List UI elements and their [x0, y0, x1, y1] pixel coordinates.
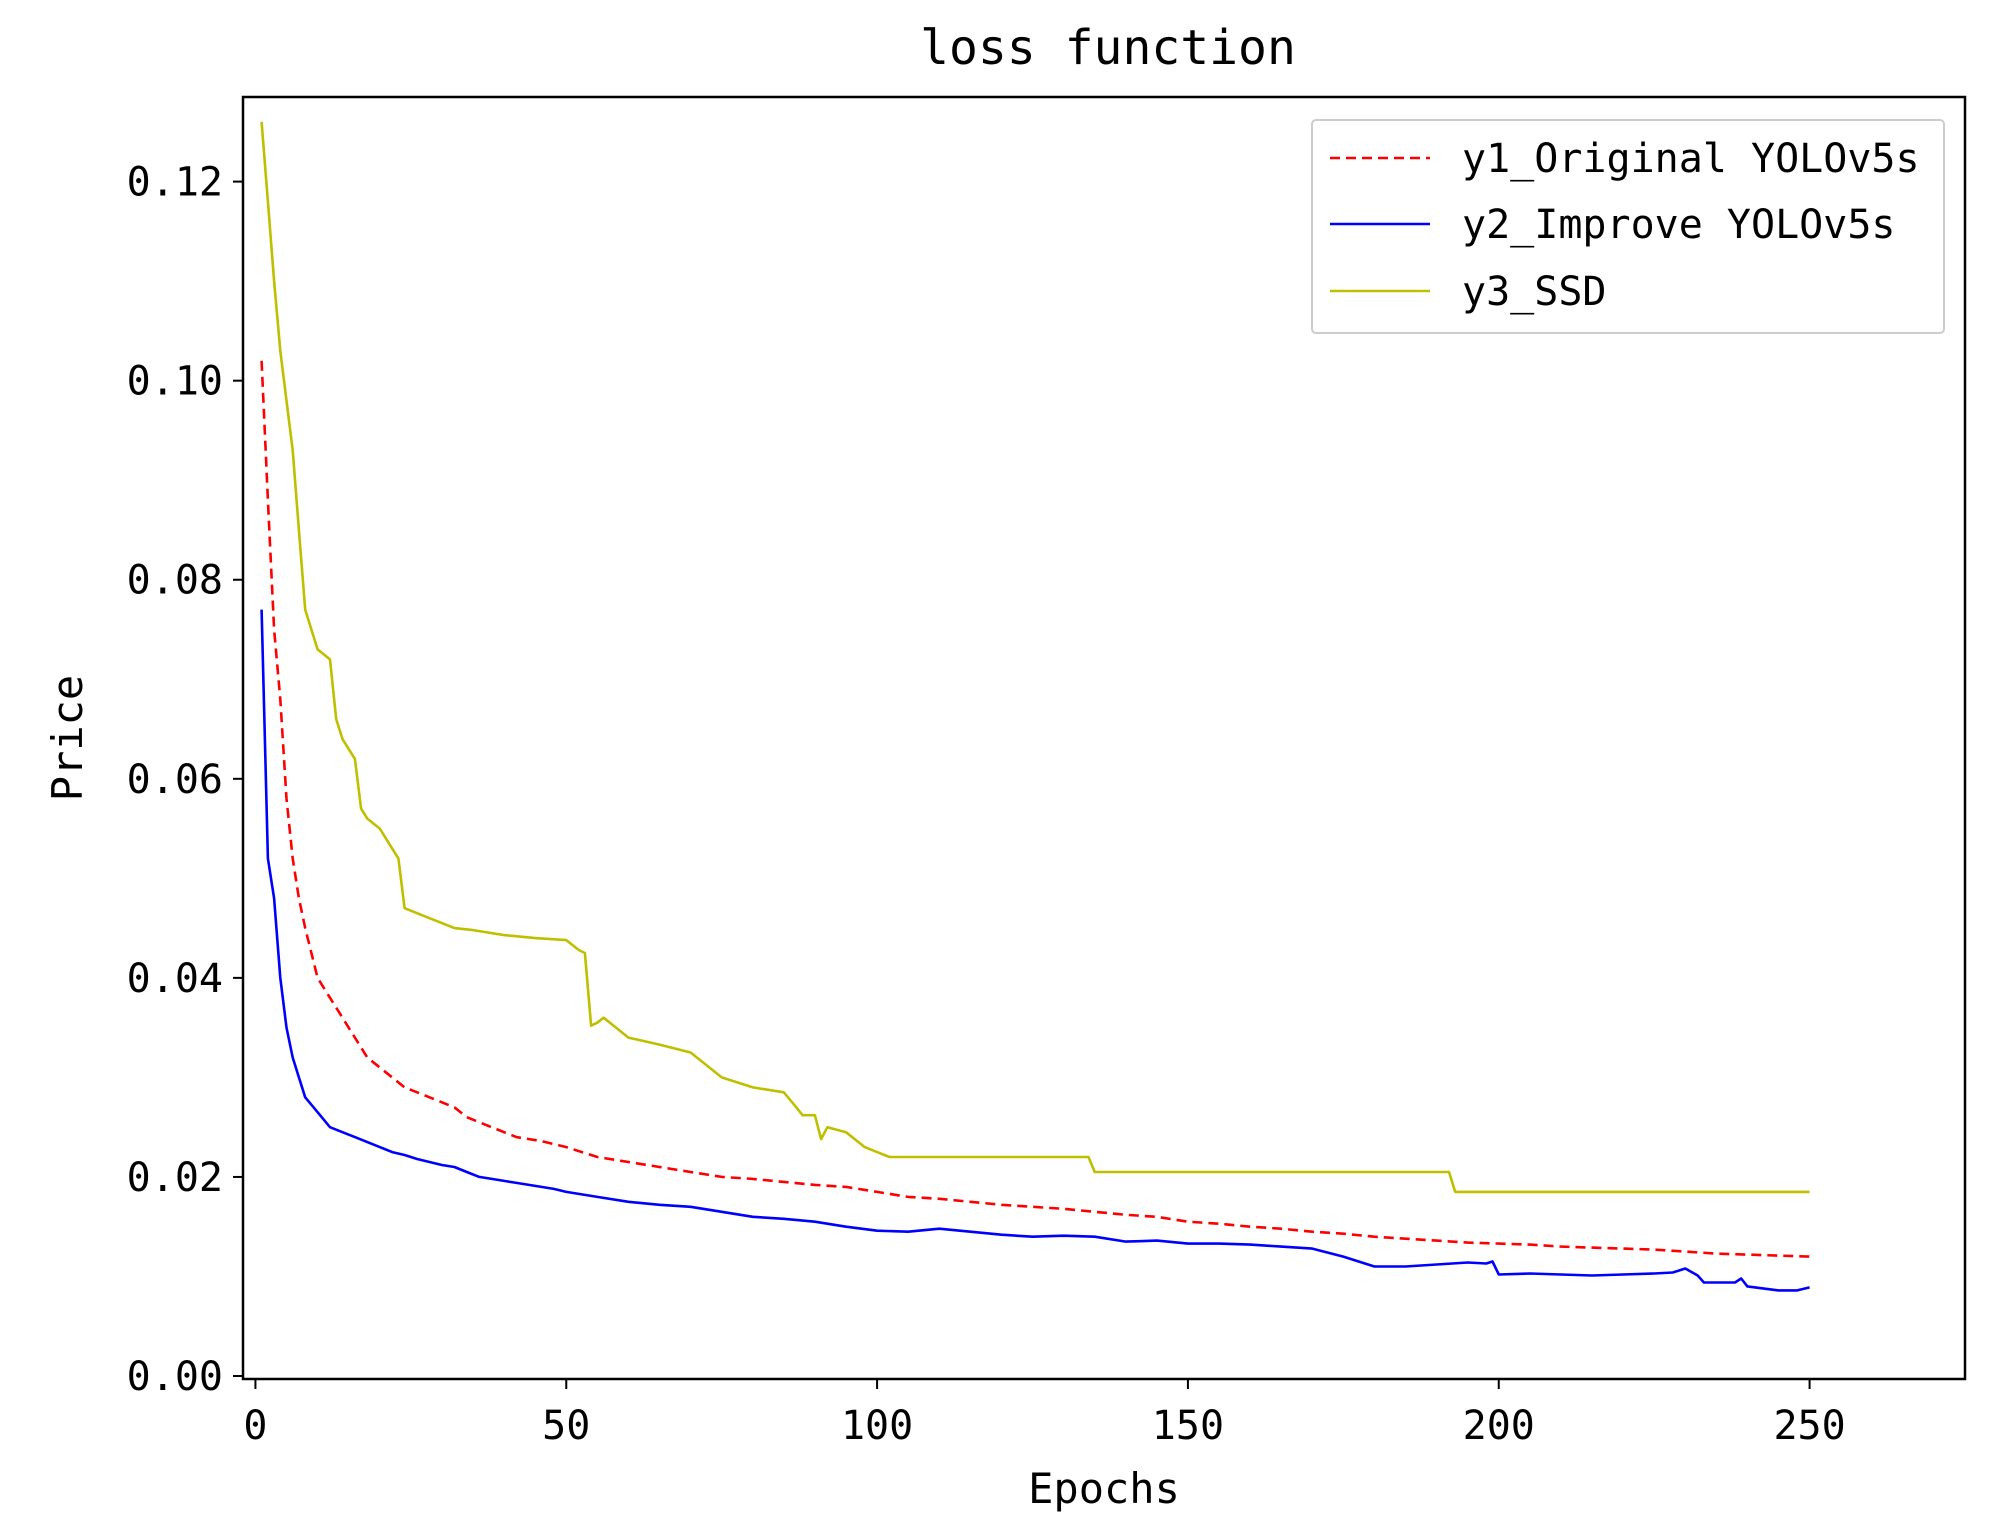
x-tick-label: 50 [542, 1403, 590, 1449]
legend-label-y2: y2_Improve YOLOv5s [1462, 202, 1895, 248]
x-tick-label: 250 [1773, 1403, 1845, 1449]
x-tick-label: 200 [1463, 1403, 1535, 1449]
y-axis-title: Price [43, 675, 92, 801]
legend-label-y3: y3_SSD [1462, 269, 1607, 315]
y-tick-label: 0.06 [127, 757, 223, 803]
legend-box [1311, 119, 1945, 334]
y-tick-label: 0.10 [127, 359, 223, 405]
y-axis: 0.00 0.02 0.04 0.06 0.08 0.10 0.12 [127, 160, 243, 1400]
y-tick-label: 0.12 [127, 160, 223, 206]
plot-frame [241, 95, 1967, 1381]
series-line-y1 [260, 360, 1810, 1258]
x-axis: 0 50 100 150 200 250 [243, 1379, 1846, 1449]
y-tick-label: 0.00 [127, 1354, 223, 1400]
x-tick-label: 150 [1152, 1403, 1224, 1449]
x-tick-label: 100 [841, 1403, 913, 1449]
series-line-y3 [260, 121, 1810, 1194]
y-tick-label: 0.08 [127, 558, 223, 604]
series-line-y2 [260, 609, 1810, 1292]
y-tick-label: 0.02 [127, 1155, 223, 1201]
legend-label-y1: y1_Original YOLOv5s [1462, 136, 1920, 182]
series-layer [260, 121, 1810, 1292]
legend: y1_Original YOLOv5s y2_Improve YOLOv5s y… [1311, 119, 1945, 334]
x-tick-label: 0 [243, 1403, 267, 1449]
chart-title: loss function [920, 20, 1296, 76]
x-axis-title: Epochs [1028, 1464, 1180, 1513]
y-tick-label: 0.04 [127, 956, 223, 1002]
